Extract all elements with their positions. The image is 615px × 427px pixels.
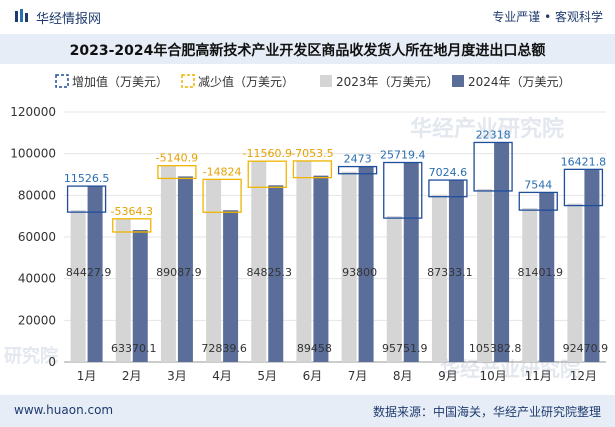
bar-2023 <box>206 179 222 362</box>
bar-2023 <box>70 210 86 362</box>
bar-2024 <box>177 176 193 362</box>
value-label-2024: 63370.1 <box>111 342 157 355</box>
chart-title: 2023-2024年合肥高新技术产业开发区商品收发货人所在地月度进出口总额 <box>69 43 546 59</box>
bar-2023 <box>567 203 583 362</box>
decrease-marker <box>247 160 287 188</box>
value-label-2024: 105382.8 <box>469 342 522 355</box>
bar-2023 <box>296 160 312 362</box>
change-label: 16421.8 <box>561 155 607 168</box>
legend-label: 减少值（万美元） <box>198 74 294 89</box>
value-label-2024: 93800 <box>342 266 377 279</box>
change-label: 7024.6 <box>429 166 468 179</box>
brand-name: 华经情报网 <box>36 12 102 27</box>
bar-2024 <box>403 162 419 362</box>
legend-label: 2023年（万美元） <box>336 75 439 89</box>
legend-swatch <box>452 75 464 87</box>
change-label: -5364.3 <box>111 205 153 218</box>
change-label: 2473 <box>344 153 372 166</box>
tagline: 专业严谨 • 客观科学 <box>492 10 603 24</box>
bar-2023 <box>386 216 402 362</box>
bar-2024 <box>539 192 555 362</box>
y-tick-label: 60000 <box>18 230 56 244</box>
y-tick-label: 20000 <box>18 313 56 327</box>
change-label: -11560.9 <box>243 147 292 160</box>
change-label: -7053.5 <box>291 147 333 160</box>
bar-2024 <box>268 185 284 362</box>
bar-2023 <box>251 161 267 362</box>
value-label-2024: 92470.9 <box>563 342 609 355</box>
increase-marker <box>337 165 378 175</box>
value-label-2024: 84427.9 <box>66 266 112 279</box>
x-tick-label: 2月 <box>122 369 142 383</box>
bar-2023 <box>341 171 357 362</box>
y-tick-label: 40000 <box>18 272 56 286</box>
top-bar: 华经情报网 专业严谨 • 客观科学 <box>0 0 615 34</box>
y-tick-label: 0 <box>48 355 56 369</box>
decrease-marker <box>112 218 152 233</box>
value-label-2024: 72839.6 <box>201 342 247 355</box>
increase-marker <box>383 161 423 219</box>
decrease-marker <box>202 178 242 213</box>
y-tick-label: 120000 <box>10 105 56 119</box>
value-label-2024: 89087.9 <box>156 266 202 279</box>
footer-bar: www.huaon.com 数据来源：中国海关，华经产业研究院整理 <box>0 395 615 427</box>
increase-marker <box>518 191 558 211</box>
bar-2024 <box>494 142 510 362</box>
x-tick-label: 10月 <box>479 369 506 383</box>
x-tick-label: 11月 <box>525 369 552 383</box>
website-link[interactable]: www.huaon.com <box>14 403 114 417</box>
y-tick-label: 80000 <box>18 188 56 202</box>
value-label-2024: 89458 <box>297 342 332 355</box>
bar-2023 <box>115 218 131 362</box>
legend-swatch <box>320 75 332 87</box>
x-tick-label: 9月 <box>438 369 458 383</box>
decrease-marker <box>292 160 333 179</box>
change-label: 25719.4 <box>380 149 426 162</box>
bar-2023 <box>431 194 447 362</box>
x-tick-label: 3月 <box>167 369 187 383</box>
x-tick-label: 5月 <box>257 369 277 383</box>
change-label: 22318 <box>476 128 511 141</box>
x-tick-label: 12月 <box>570 369 597 383</box>
y-tick-label: 100000 <box>10 147 56 161</box>
change-label: 7544 <box>524 178 552 191</box>
bar-2024 <box>132 229 148 362</box>
x-tick-label: 4月 <box>212 369 232 383</box>
watermark-text: 研究院 <box>4 345 58 367</box>
bar-2024 <box>223 210 239 362</box>
legend-swatch <box>55 74 69 88</box>
x-tick-label: 8月 <box>393 369 413 383</box>
increase-marker <box>563 168 604 207</box>
title-bar: 2023-2024年合肥高新技术产业开发区商品收发货人所在地月度进出口总额 <box>0 34 615 64</box>
value-label-2024: 84825.3 <box>247 266 293 279</box>
legend-label: 增加值（万美元） <box>72 74 168 89</box>
change-label: -14824 <box>203 165 242 178</box>
x-tick-label: 1月 <box>77 369 97 383</box>
legend-label: 2024年（万美元） <box>468 75 571 89</box>
legend-swatch <box>181 74 195 88</box>
value-label-2024: 87333.1 <box>427 266 473 279</box>
change-label: -5140.9 <box>156 152 198 165</box>
watermark-text: 华经产业研究院 <box>410 116 564 142</box>
value-label-2024: 95751.9 <box>382 342 428 355</box>
value-label-2024: 81401.9 <box>518 266 564 279</box>
bar-2024 <box>584 169 600 362</box>
increase-marker <box>428 179 468 198</box>
change-label: 11526.5 <box>64 172 110 185</box>
increase-marker <box>473 141 513 192</box>
decrease-marker <box>157 165 197 180</box>
bar-2024 <box>87 186 103 362</box>
bar-2023 <box>522 208 538 362</box>
x-tick-label: 7月 <box>348 369 368 383</box>
bar-2023 <box>160 165 176 362</box>
x-tick-label: 6月 <box>303 369 323 383</box>
brand-logo-icon <box>15 9 28 22</box>
bar-2024 <box>358 166 374 362</box>
bar-2024 <box>448 180 464 362</box>
data-source: 数据来源：中国海关，华经产业研究院整理 <box>372 405 601 419</box>
increase-marker <box>66 185 107 213</box>
bar-2023 <box>477 188 493 362</box>
bar-2024 <box>313 175 329 362</box>
